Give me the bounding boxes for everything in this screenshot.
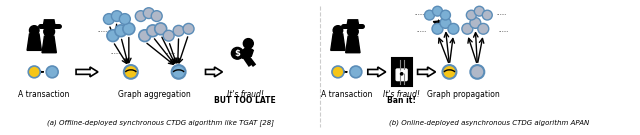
Circle shape <box>243 39 253 48</box>
FancyBboxPatch shape <box>396 69 407 81</box>
Circle shape <box>350 66 362 78</box>
Circle shape <box>401 73 403 75</box>
Text: ......: ...... <box>498 28 508 33</box>
Circle shape <box>332 66 344 78</box>
Text: ......: ...... <box>165 50 176 55</box>
Polygon shape <box>42 36 56 53</box>
Circle shape <box>46 66 58 78</box>
Polygon shape <box>241 46 253 58</box>
Polygon shape <box>346 36 360 53</box>
Circle shape <box>151 11 162 21</box>
Circle shape <box>139 30 151 42</box>
Circle shape <box>432 23 443 34</box>
Circle shape <box>440 18 451 28</box>
Circle shape <box>155 23 166 35</box>
Circle shape <box>448 23 459 34</box>
Circle shape <box>442 65 456 79</box>
Polygon shape <box>205 67 223 77</box>
Circle shape <box>104 14 115 24</box>
Circle shape <box>478 23 489 34</box>
Circle shape <box>183 23 194 34</box>
Circle shape <box>135 11 147 21</box>
Circle shape <box>163 30 174 41</box>
Polygon shape <box>331 34 345 50</box>
Polygon shape <box>44 20 55 26</box>
Text: Graph aggregation: Graph aggregation <box>118 90 191 99</box>
Circle shape <box>120 14 131 24</box>
FancyBboxPatch shape <box>392 58 412 86</box>
Circle shape <box>28 66 40 78</box>
Text: ......: ...... <box>414 11 425 16</box>
Text: Graph propagation: Graph propagation <box>427 90 500 99</box>
Circle shape <box>474 6 484 16</box>
Circle shape <box>470 18 481 28</box>
Text: A transaction: A transaction <box>321 90 372 99</box>
Circle shape <box>462 23 473 34</box>
Circle shape <box>143 8 154 18</box>
Text: It's fraud!: It's fraud! <box>383 90 420 99</box>
Circle shape <box>172 65 186 79</box>
Text: $: $ <box>234 49 240 58</box>
Polygon shape <box>347 20 359 26</box>
Text: (a) Offline-deployed synchronous CTDG algorithm like TGAT [28]: (a) Offline-deployed synchronous CTDG al… <box>47 119 274 126</box>
Text: ......: ...... <box>111 50 121 55</box>
Circle shape <box>111 11 122 21</box>
Polygon shape <box>417 67 435 77</box>
Text: A transaction: A transaction <box>17 90 69 99</box>
Text: ......: ...... <box>496 11 506 16</box>
Circle shape <box>467 10 476 20</box>
Circle shape <box>44 26 54 37</box>
Text: (b) Online-deployed asynchronous CTDG algorithm APAN: (b) Online-deployed asynchronous CTDG al… <box>389 119 589 126</box>
Text: It's fraud!: It's fraud! <box>227 90 264 99</box>
Text: ......: ...... <box>416 28 427 33</box>
Circle shape <box>173 25 184 36</box>
Polygon shape <box>368 67 386 77</box>
Text: ......: ...... <box>98 28 108 33</box>
Circle shape <box>470 65 484 79</box>
Circle shape <box>424 10 435 20</box>
Text: BUT TOO LATE: BUT TOO LATE <box>214 96 276 105</box>
Circle shape <box>107 30 119 42</box>
Circle shape <box>483 10 492 20</box>
Polygon shape <box>27 34 42 50</box>
Circle shape <box>333 26 342 35</box>
Circle shape <box>124 65 138 79</box>
Circle shape <box>123 23 135 35</box>
Circle shape <box>433 6 442 16</box>
Circle shape <box>440 10 451 20</box>
Circle shape <box>232 47 243 59</box>
Circle shape <box>147 25 159 37</box>
Text: Ban it!: Ban it! <box>387 96 416 105</box>
Circle shape <box>29 26 39 35</box>
Circle shape <box>115 25 127 37</box>
Circle shape <box>348 26 358 37</box>
Text: ......: ...... <box>170 28 180 33</box>
Polygon shape <box>76 67 98 77</box>
